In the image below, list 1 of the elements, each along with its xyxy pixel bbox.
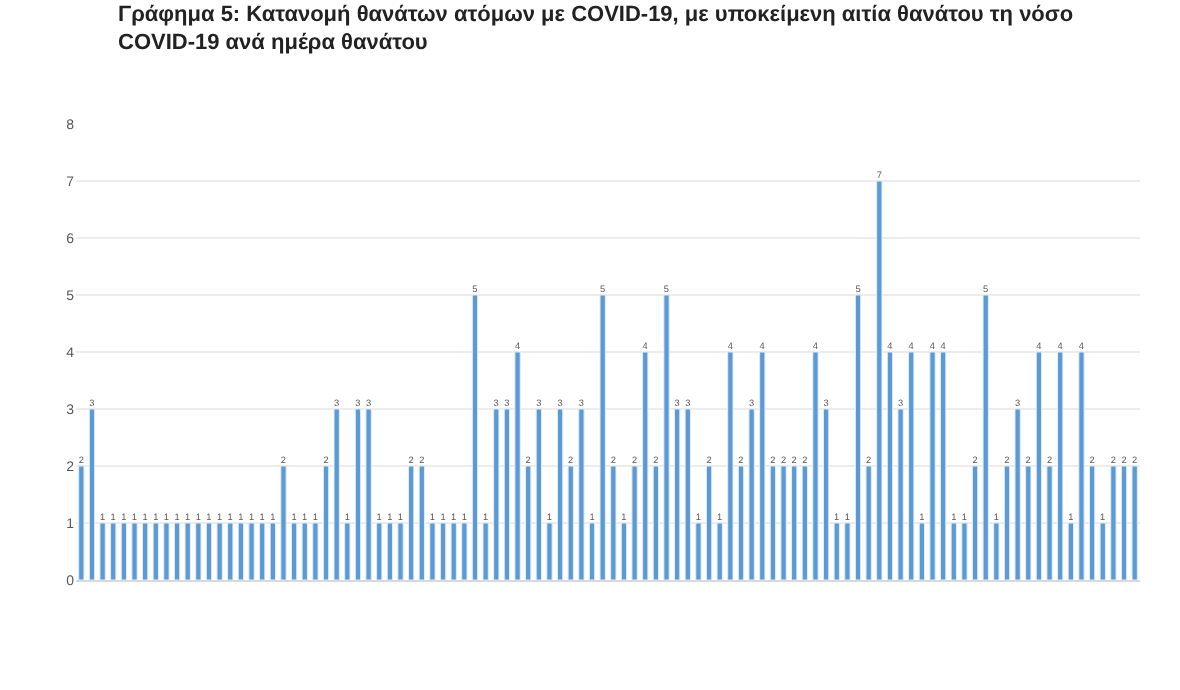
chart-title: Γράφημα 5: Κατανομή θανάτων ατόμων με COVID-19, με υποκείμενη αιτία θανάτου τη νόσο COVID-19 ανά ημέρα θανάτου (118, 2, 1074, 56)
